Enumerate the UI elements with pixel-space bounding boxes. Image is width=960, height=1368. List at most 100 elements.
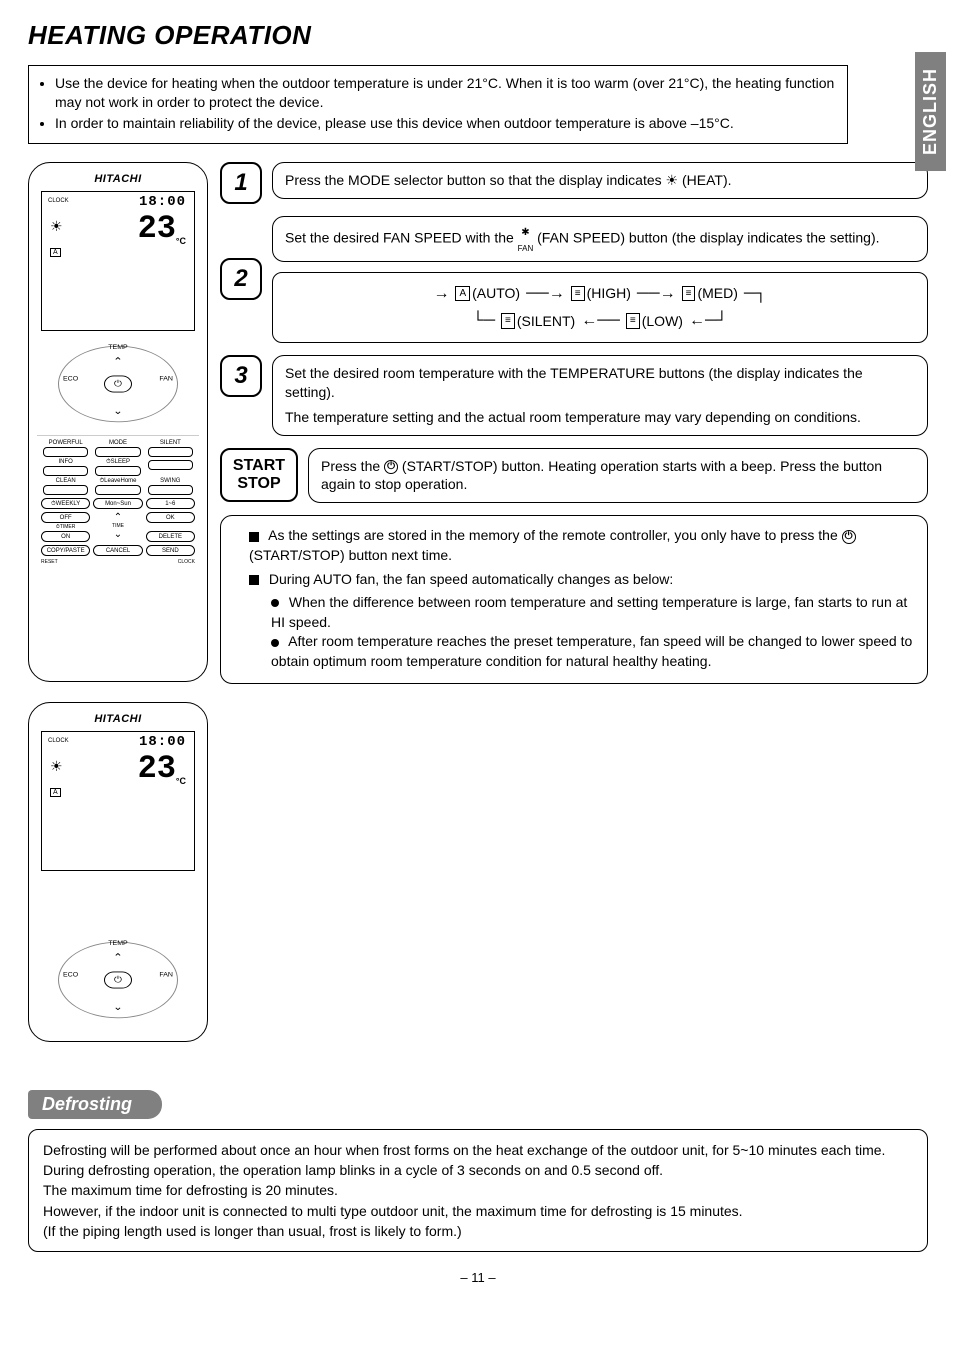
temp-down-icon[interactable]: ⌄ xyxy=(113,404,123,416)
notes-box: As the settings are stored in the memory… xyxy=(220,515,928,684)
note-1a: As the settings are stored in the memory… xyxy=(268,527,842,543)
clock-label: CLOCK xyxy=(48,198,69,204)
time-down-icon[interactable]: ⌄ xyxy=(93,529,142,540)
remote-brand: HITACHI xyxy=(37,173,199,185)
step-2-post: (FAN SPEED) button (the display indicate… xyxy=(537,229,879,245)
temp-up-icon[interactable]: ⌃ xyxy=(113,951,123,963)
auto-glyph-icon: A xyxy=(455,286,470,302)
ss-text-a: Press the xyxy=(321,458,384,474)
temp-display: 23 xyxy=(138,210,176,247)
btn-label: MODE xyxy=(93,440,142,446)
heat-icon: ☀ xyxy=(50,758,63,775)
fan-button[interactable]: FAN xyxy=(159,376,173,382)
start-stop-badge: START STOP xyxy=(220,448,298,502)
start-label: START xyxy=(233,457,285,475)
cycle-silent: (SILENT) xyxy=(517,312,575,331)
remote-controller-full: HITACHI CLOCK 18:00 ☀ 23 °C A TEMP ⌃ ⌄ E… xyxy=(28,162,208,682)
btn-label: POWERFUL xyxy=(41,440,90,446)
temp-label: TEMP xyxy=(108,941,127,947)
info-button[interactable] xyxy=(43,466,88,476)
defrosting-heading: Defrosting xyxy=(28,1090,162,1119)
arrow-icon: ──→ xyxy=(637,283,676,305)
step-3-p1: Set the desired room temperature with th… xyxy=(285,364,915,402)
silent-button[interactable] xyxy=(148,447,193,457)
square-bullet-icon xyxy=(249,575,259,585)
page-title: HEATING OPERATION xyxy=(28,20,928,51)
clock-btn-label: CLOCK xyxy=(178,559,195,565)
powerful-button[interactable] xyxy=(43,447,88,457)
dot-bullet-icon xyxy=(271,639,279,647)
step-2-pre: Set the desired FAN SPEED with the xyxy=(285,229,518,245)
clock-label: CLOCK xyxy=(48,738,69,744)
note-2a: When the difference between room tempera… xyxy=(271,594,907,630)
heat-icon: ☀ xyxy=(50,218,63,235)
delete-button[interactable]: DELETE xyxy=(146,531,195,542)
temp-unit: °C xyxy=(176,776,186,786)
intro-box: Use the device for heating when the outd… xyxy=(28,65,848,144)
step-1-box: Press the MODE selector button so that t… xyxy=(272,162,928,199)
temp-up-icon[interactable]: ⌃ xyxy=(113,355,123,367)
power-icon: ⏻ xyxy=(384,460,398,474)
power-icon: ⏻ xyxy=(842,530,856,544)
arrow-icon: → xyxy=(433,283,449,305)
time-up-icon[interactable]: ⌃ xyxy=(93,512,142,523)
step-2-badge: 2 xyxy=(220,258,262,300)
remote-brand: HITACHI xyxy=(37,713,199,725)
note-2: During AUTO fan, the fan speed automatic… xyxy=(269,571,673,587)
on-button[interactable]: ON xyxy=(41,531,90,542)
defrost-p1: Defrosting will be performed about once … xyxy=(43,1140,913,1160)
eco-button[interactable]: ECO xyxy=(63,376,78,382)
step-1-text-a: Press the MODE selector button so that t… xyxy=(285,172,666,188)
fan-sub-label: FAN xyxy=(518,245,534,253)
clean-button[interactable] xyxy=(43,485,88,495)
off-button[interactable]: OFF xyxy=(41,512,90,523)
note-2b: After room temperature reaches the prese… xyxy=(271,633,912,669)
defrost-p5: (If the piping length used is longer tha… xyxy=(43,1221,913,1241)
temp-display: 23 xyxy=(138,750,176,787)
auto-indicator: A xyxy=(50,248,61,257)
btn-label: ⏱LeaveHome xyxy=(93,478,142,484)
low-glyph-icon: ≡ xyxy=(626,313,640,329)
language-tab: ENGLISH xyxy=(915,52,946,171)
swing-button[interactable] xyxy=(148,485,193,495)
cancel-button[interactable]: CANCEL xyxy=(93,545,142,556)
fan-button[interactable]: FAN xyxy=(159,972,173,978)
copy-button[interactable]: COPY/PASTE xyxy=(41,545,90,556)
start-stop-button[interactable]: ⏻ xyxy=(104,971,132,988)
defrosting-box: Defrosting will be performed about once … xyxy=(28,1129,928,1252)
stop-label: STOP xyxy=(237,475,280,493)
ok-button[interactable]: OK xyxy=(146,512,195,523)
leavehome-button[interactable] xyxy=(95,485,140,495)
send-button[interactable]: SEND xyxy=(146,545,195,556)
start-stop-button[interactable]: ⏻ xyxy=(104,375,132,392)
remote-controller-short: HITACHI CLOCK 18:00 ☀ 23 °C A TEMP ⌃ ⌄ E… xyxy=(28,702,208,1042)
remote-lcd: CLOCK 18:00 ☀ 23 °C A xyxy=(41,731,195,871)
med-glyph-icon: ≡ xyxy=(682,286,696,302)
intro-item: Use the device for heating when the outd… xyxy=(55,74,835,112)
cycle-med: (MED) xyxy=(697,284,737,303)
timer-label: ⏱TIMER xyxy=(41,524,90,530)
dot-bullet-icon xyxy=(271,599,279,607)
eco-button[interactable]: ECO xyxy=(63,972,78,978)
btn-label: SWING xyxy=(146,478,195,484)
clock-value: 18:00 xyxy=(139,194,186,210)
step-2-box: Set the desired FAN SPEED with the ✱ FAN… xyxy=(272,216,928,343)
temp-down-icon[interactable]: ⌄ xyxy=(113,1000,123,1012)
arrow-icon: ─┐ xyxy=(744,283,767,305)
mode-button[interactable] xyxy=(95,447,140,457)
btn-label: INFO xyxy=(41,459,90,465)
temp-pad: TEMP ⌃ ⌄ ECO FAN ⏻ xyxy=(58,345,178,422)
cycle-high: (HIGH) xyxy=(587,284,631,303)
defrost-p4: However, if the indoor unit is connected… xyxy=(43,1201,913,1221)
start-stop-box: Press the ⏻ (START/STOP) button. Heating… xyxy=(308,448,928,504)
arrow-icon: ──→ xyxy=(526,283,565,305)
sleep-button[interactable] xyxy=(95,466,140,476)
temp-pad: TEMP ⌃ ⌄ ECO FAN ⏻ xyxy=(58,941,178,1018)
weekly-button[interactable]: ⏱WEEKLY xyxy=(41,498,90,509)
monsun-button[interactable]: Mon~Sun xyxy=(93,498,142,509)
heat-icon: ☀ xyxy=(666,172,679,188)
onesix-button[interactable]: 1~6 xyxy=(146,498,195,509)
btn-label: CLEAN xyxy=(41,478,90,484)
extra-button[interactable] xyxy=(148,460,193,470)
btn-label: SILENT xyxy=(146,440,195,446)
